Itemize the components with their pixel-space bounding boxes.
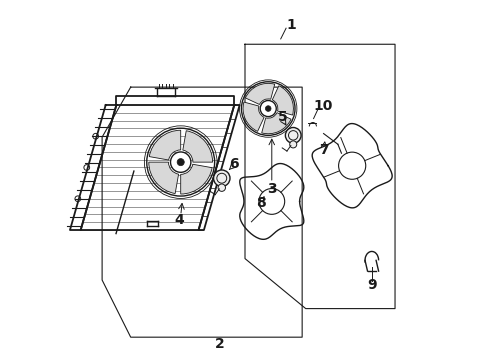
- Circle shape: [290, 141, 297, 148]
- Circle shape: [285, 127, 301, 143]
- Circle shape: [260, 100, 276, 117]
- Text: 8: 8: [256, 196, 266, 210]
- Wedge shape: [245, 84, 275, 104]
- Circle shape: [266, 106, 271, 111]
- Wedge shape: [243, 102, 264, 131]
- Circle shape: [171, 152, 191, 172]
- Circle shape: [259, 189, 285, 214]
- Text: 10: 10: [313, 99, 333, 113]
- Circle shape: [339, 152, 366, 179]
- Text: 5: 5: [278, 111, 287, 125]
- Wedge shape: [262, 113, 291, 134]
- Text: 9: 9: [367, 278, 377, 292]
- Circle shape: [218, 184, 225, 192]
- Wedge shape: [183, 131, 213, 162]
- Wedge shape: [181, 164, 212, 194]
- Text: 7: 7: [319, 143, 328, 157]
- Circle shape: [214, 170, 230, 186]
- Text: 4: 4: [174, 213, 184, 227]
- Wedge shape: [149, 130, 181, 160]
- Wedge shape: [149, 162, 178, 194]
- Text: 6: 6: [229, 157, 239, 171]
- Text: 1: 1: [287, 18, 296, 32]
- Circle shape: [177, 158, 184, 166]
- Text: 2: 2: [215, 337, 225, 351]
- Wedge shape: [272, 86, 294, 115]
- Text: 3: 3: [267, 181, 276, 195]
